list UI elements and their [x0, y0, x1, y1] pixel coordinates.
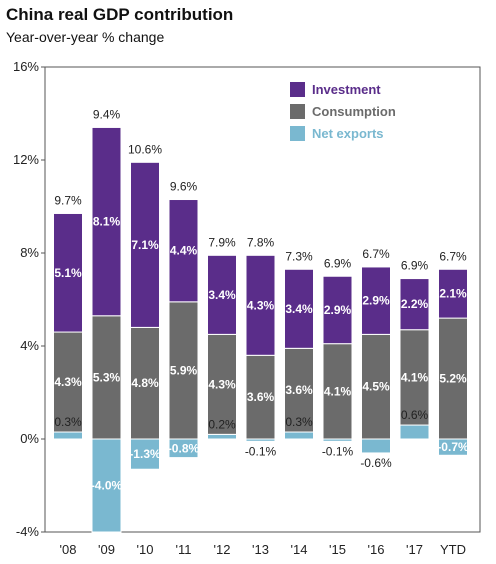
legend-swatch [290, 104, 305, 119]
x-tick-label: '12 [214, 542, 231, 557]
legend-label: Consumption [312, 104, 396, 119]
bar-consumption [322, 343, 353, 440]
legend-swatch [290, 126, 305, 141]
x-tick-label: '11 [176, 542, 192, 557]
total-data-label: 6.9% [324, 256, 352, 270]
consumption-data-label: 3.6% [285, 383, 313, 397]
total-data-label: 10.6% [128, 142, 162, 156]
net-exports-data-label: 0.6% [401, 408, 429, 422]
bar-investment [130, 161, 160, 328]
net-exports-data-label: 0.3% [285, 415, 313, 429]
y-tick-label: 0% [20, 431, 39, 446]
investment-data-label: 3.4% [208, 288, 236, 302]
total-data-label: 6.7% [362, 247, 390, 261]
bar-investment [399, 278, 430, 331]
net-exports-data-label: -0.6% [360, 456, 392, 470]
net-exports-data-label: -4.0% [91, 479, 123, 493]
bar-investment [284, 268, 314, 349]
total-data-label: 6.9% [401, 259, 429, 273]
investment-data-label: 5.1% [54, 266, 82, 280]
bar-net-exports [130, 438, 160, 470]
legend-label: Investment [312, 82, 381, 97]
total-data-label: 9.7% [54, 193, 82, 207]
bar-investment [168, 199, 199, 303]
bar-net-exports [399, 424, 430, 440]
bar-consumption [91, 315, 122, 440]
consumption-data-label: 4.1% [401, 370, 429, 384]
investment-data-label: 2.9% [362, 294, 390, 308]
total-data-label: 7.9% [208, 235, 236, 249]
x-tick-label: '10 [137, 542, 154, 557]
investment-data-label: 2.2% [401, 297, 429, 311]
consumption-data-label: 4.3% [54, 375, 82, 389]
consumption-data-label: 5.3% [93, 370, 121, 384]
total-data-label: 9.4% [93, 107, 121, 121]
x-tick-label: '09 [98, 542, 115, 557]
bar-investment [53, 212, 83, 333]
chart-title: China real GDP contribution [6, 5, 234, 24]
investment-data-label: 2.1% [439, 287, 467, 301]
investment-data-label: 7.1% [131, 238, 159, 252]
net-exports-data-label: 0.3% [54, 415, 82, 429]
bar-consumption [284, 347, 314, 433]
bar-consumption [361, 333, 391, 440]
legend-label: Net exports [312, 126, 384, 141]
x-tick-label: YTD [440, 542, 466, 557]
x-tick-label: '14 [291, 542, 308, 557]
bar-net-exports [361, 438, 391, 454]
bar-investment [438, 268, 468, 319]
y-tick-label: 12% [13, 152, 39, 167]
investment-data-label: 4.4% [170, 244, 198, 258]
total-data-label: 6.7% [439, 249, 467, 263]
bar-investment [245, 254, 276, 356]
consumption-data-label: 4.3% [208, 377, 236, 391]
investment-data-label: 4.3% [247, 298, 275, 312]
bar-investment [207, 254, 237, 335]
y-tick-label: 16% [13, 59, 39, 74]
bar-net-exports [284, 431, 314, 440]
net-exports-data-label: 0.2% [208, 417, 236, 431]
bar-consumption [130, 326, 160, 440]
bar-consumption [53, 331, 83, 433]
x-tick-label: '13 [252, 542, 269, 557]
y-tick-label: -4% [16, 524, 40, 539]
consumption-data-label: 3.6% [247, 390, 275, 404]
bar-consumption [207, 333, 237, 435]
bar-investment [361, 266, 391, 335]
plot-frame [44, 66, 481, 533]
net-exports-data-label: -0.7% [437, 440, 469, 454]
x-tick-label: '17 [406, 542, 423, 557]
bar-investment [91, 126, 122, 317]
investment-data-label: 3.4% [285, 302, 313, 316]
consumption-data-label: 4.8% [131, 376, 159, 390]
bar-net-exports [207, 433, 237, 440]
net-exports-data-label: -0.1% [245, 444, 277, 458]
bar-investment [322, 275, 353, 345]
y-tick-label: 4% [20, 338, 39, 353]
net-exports-data-label: -0.1% [322, 444, 354, 458]
x-tick-label: '16 [368, 542, 385, 557]
y-tick-label: 8% [20, 245, 39, 260]
consumption-data-label: 4.5% [362, 380, 390, 394]
chart-subtitle: Year-over-year % change [6, 29, 165, 45]
bar-net-exports [91, 438, 122, 533]
total-data-label: 7.3% [285, 249, 313, 263]
bar-consumption [399, 329, 430, 426]
consumption-data-label: 5.9% [170, 363, 198, 377]
legend-swatch [290, 82, 305, 97]
bar-net-exports [53, 431, 83, 440]
total-data-label: 9.6% [170, 180, 198, 194]
x-tick-label: '08 [60, 542, 77, 557]
x-tick-label: '15 [329, 542, 346, 557]
investment-data-label: 8.1% [93, 215, 121, 229]
net-exports-data-label: -1.3% [129, 447, 161, 461]
consumption-data-label: 4.1% [324, 384, 352, 398]
consumption-data-label: 5.2% [439, 372, 467, 386]
investment-data-label: 2.9% [324, 303, 352, 317]
net-exports-data-label: -0.8% [168, 441, 200, 455]
total-data-label: 7.8% [247, 235, 275, 249]
